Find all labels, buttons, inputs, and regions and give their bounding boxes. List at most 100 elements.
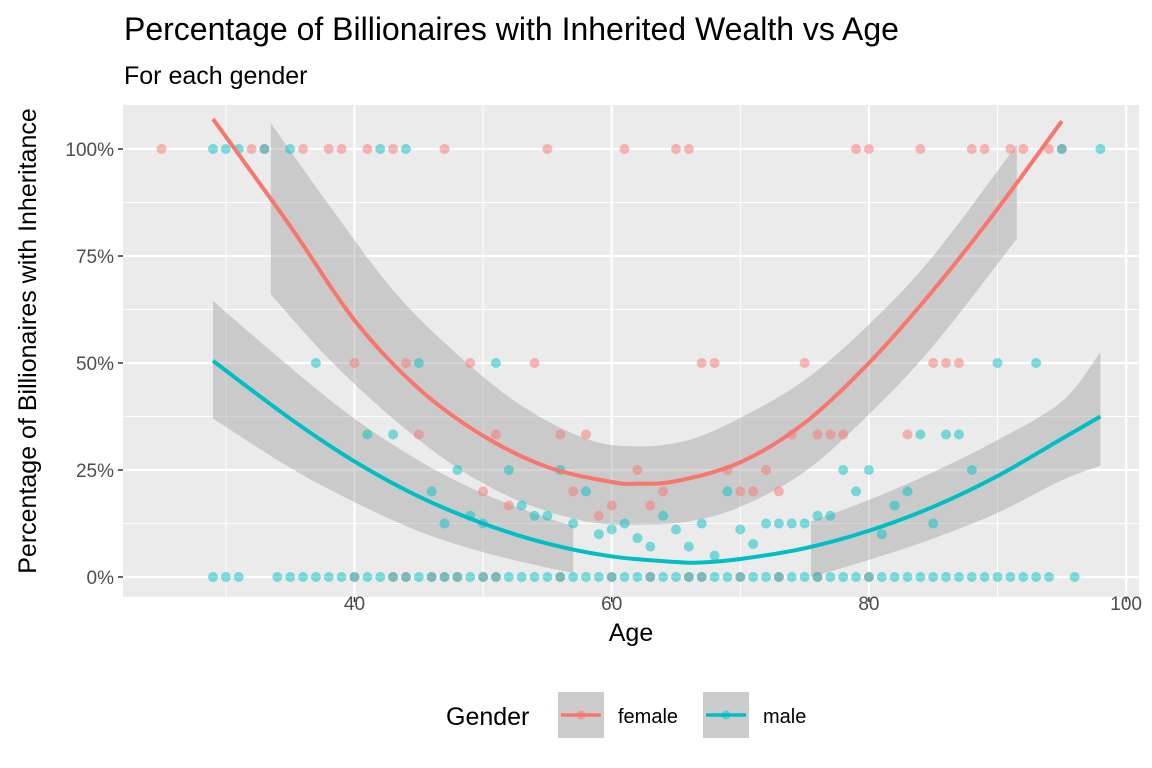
point-female [979, 144, 990, 154]
point-female [568, 486, 579, 497]
point-male [529, 510, 540, 521]
point-male [863, 465, 874, 475]
point-male [722, 572, 733, 582]
point-female [336, 144, 347, 154]
point-female [953, 358, 964, 368]
point-male [748, 572, 759, 582]
point-female [941, 358, 952, 368]
chart-title: Percentage of Billionaires with Inherite… [124, 11, 899, 47]
point-male [658, 510, 669, 521]
point-male [1018, 572, 1029, 582]
point-male [388, 429, 399, 440]
point-male [619, 572, 630, 582]
point-male [490, 358, 501, 368]
point-male [568, 572, 579, 582]
y-tick-label: 75% [76, 247, 114, 268]
point-male [915, 429, 926, 440]
point-male [773, 572, 784, 582]
point-female [902, 429, 913, 440]
point-male [709, 572, 720, 582]
point-male [413, 572, 424, 582]
point-male [838, 465, 849, 475]
ci-ribbon-female [270, 123, 1017, 525]
point-male [285, 144, 296, 154]
point-female [632, 465, 643, 475]
legend-point-male [721, 710, 731, 720]
point-male [992, 358, 1003, 368]
point-male [863, 572, 874, 582]
point-female [619, 144, 630, 154]
point-female [529, 358, 540, 368]
fit-line-female [211, 117, 1064, 486]
point-female [323, 144, 334, 154]
point-male [220, 144, 231, 154]
chart-subtitle: For each gender [124, 62, 307, 90]
point-male [838, 572, 849, 582]
x-axis-ticks: 40 60 80 100 [344, 594, 1142, 615]
point-male [516, 572, 527, 582]
point-male [529, 572, 540, 582]
point-male [915, 572, 926, 582]
point-male [555, 572, 566, 582]
point-male [979, 572, 990, 582]
point-female [246, 144, 257, 154]
point-female [439, 144, 450, 154]
point-female [490, 429, 501, 440]
point-male [593, 529, 604, 540]
point-male [233, 572, 244, 582]
point-male [761, 518, 772, 529]
point-male [593, 572, 604, 582]
point-female [555, 429, 566, 440]
point-female [851, 144, 862, 154]
y-tick-label: 25% [76, 461, 114, 482]
point-male [516, 500, 527, 511]
legend-point-female [576, 710, 586, 720]
point-male [902, 572, 913, 582]
point-female [748, 486, 759, 497]
point-male [452, 465, 463, 475]
point-male [426, 486, 437, 497]
point-male [992, 572, 1003, 582]
legend-item-female: female [558, 692, 678, 738]
point-male [658, 572, 669, 582]
point-male [400, 572, 411, 582]
point-female [838, 429, 849, 440]
point-female [671, 144, 682, 154]
point-male [683, 572, 694, 582]
point-female [658, 486, 669, 497]
point-male [503, 572, 514, 582]
point-male [542, 510, 553, 521]
point-female [709, 358, 720, 368]
point-female [593, 510, 604, 521]
point-male [465, 572, 476, 582]
confidence-ribbons [213, 123, 1101, 577]
point-male [941, 429, 952, 440]
point-female [928, 358, 939, 368]
point-female [400, 358, 411, 368]
y-tick-label: 50% [76, 354, 114, 375]
point-female [606, 500, 617, 511]
legend-item-male: male [703, 692, 806, 738]
point-female [696, 358, 707, 368]
point-male [953, 429, 964, 440]
ci-ribbon-male [811, 352, 1101, 577]
point-male [580, 486, 591, 497]
ci-ribbon-male [213, 300, 574, 573]
y-tick-label: 100% [65, 140, 114, 161]
point-female [966, 144, 977, 154]
point-male [735, 524, 746, 535]
point-male [825, 510, 836, 521]
point-female [683, 144, 694, 154]
point-male [1031, 358, 1042, 368]
point-male [696, 518, 707, 529]
point-male [259, 144, 270, 154]
point-female [799, 358, 810, 368]
point-male [928, 518, 939, 529]
point-male [928, 572, 939, 582]
point-female [825, 429, 836, 440]
point-female [503, 500, 514, 511]
point-male [619, 518, 630, 529]
legend: Gender female male [446, 692, 806, 738]
